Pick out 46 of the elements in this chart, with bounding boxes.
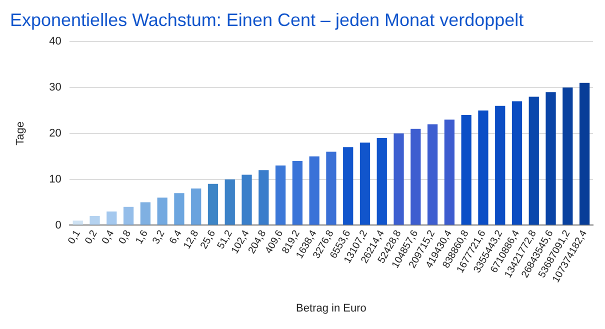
bar	[427, 124, 438, 225]
x-axis-title: Betrag in Euro	[296, 302, 366, 314]
bar	[258, 170, 269, 225]
x-tick-label: 0,2	[83, 228, 100, 246]
bar	[394, 133, 404, 225]
bar	[174, 193, 184, 225]
bar	[140, 202, 151, 225]
y-tick-label: 0	[55, 219, 62, 232]
chart-title: Exponentielles Wachstum: Einen Cent – jeden Monat verdoppelt	[10, 10, 524, 30]
y-tick-label: 20	[49, 127, 62, 140]
bar	[546, 92, 556, 225]
bar	[90, 216, 100, 225]
bar	[208, 184, 218, 225]
bar	[579, 82, 590, 225]
y-tick-label: 30	[49, 82, 62, 94]
bar	[72, 220, 83, 225]
bar	[106, 211, 117, 225]
y-tick-label: 40	[49, 36, 62, 48]
bar	[292, 160, 303, 225]
x-tick-label: 0,1	[66, 228, 84, 246]
x-tick-label: 3,2	[150, 228, 168, 246]
bar	[410, 128, 421, 225]
bar	[376, 138, 387, 225]
bar	[326, 152, 336, 225]
x-tick-label: 6,4	[168, 228, 184, 246]
y-tick-label: 10	[49, 173, 62, 186]
bar	[157, 198, 168, 225]
bar	[343, 147, 354, 225]
bar	[309, 156, 320, 225]
bar	[528, 96, 539, 225]
bar	[275, 166, 286, 225]
bar	[512, 101, 522, 225]
bar	[224, 179, 235, 225]
bar	[242, 174, 252, 225]
bar	[461, 115, 472, 225]
y-axis-title: Tage	[14, 121, 27, 146]
bar	[360, 142, 370, 225]
bar	[562, 88, 573, 225]
x-tick-label: 0,4	[100, 228, 117, 246]
x-tick-label: 1,6	[134, 228, 151, 246]
bar	[191, 188, 202, 225]
bar	[478, 110, 488, 225]
bar	[495, 106, 506, 225]
bar	[444, 120, 455, 225]
x-tick-label: 0,8	[117, 228, 134, 246]
bar	[123, 206, 134, 225]
